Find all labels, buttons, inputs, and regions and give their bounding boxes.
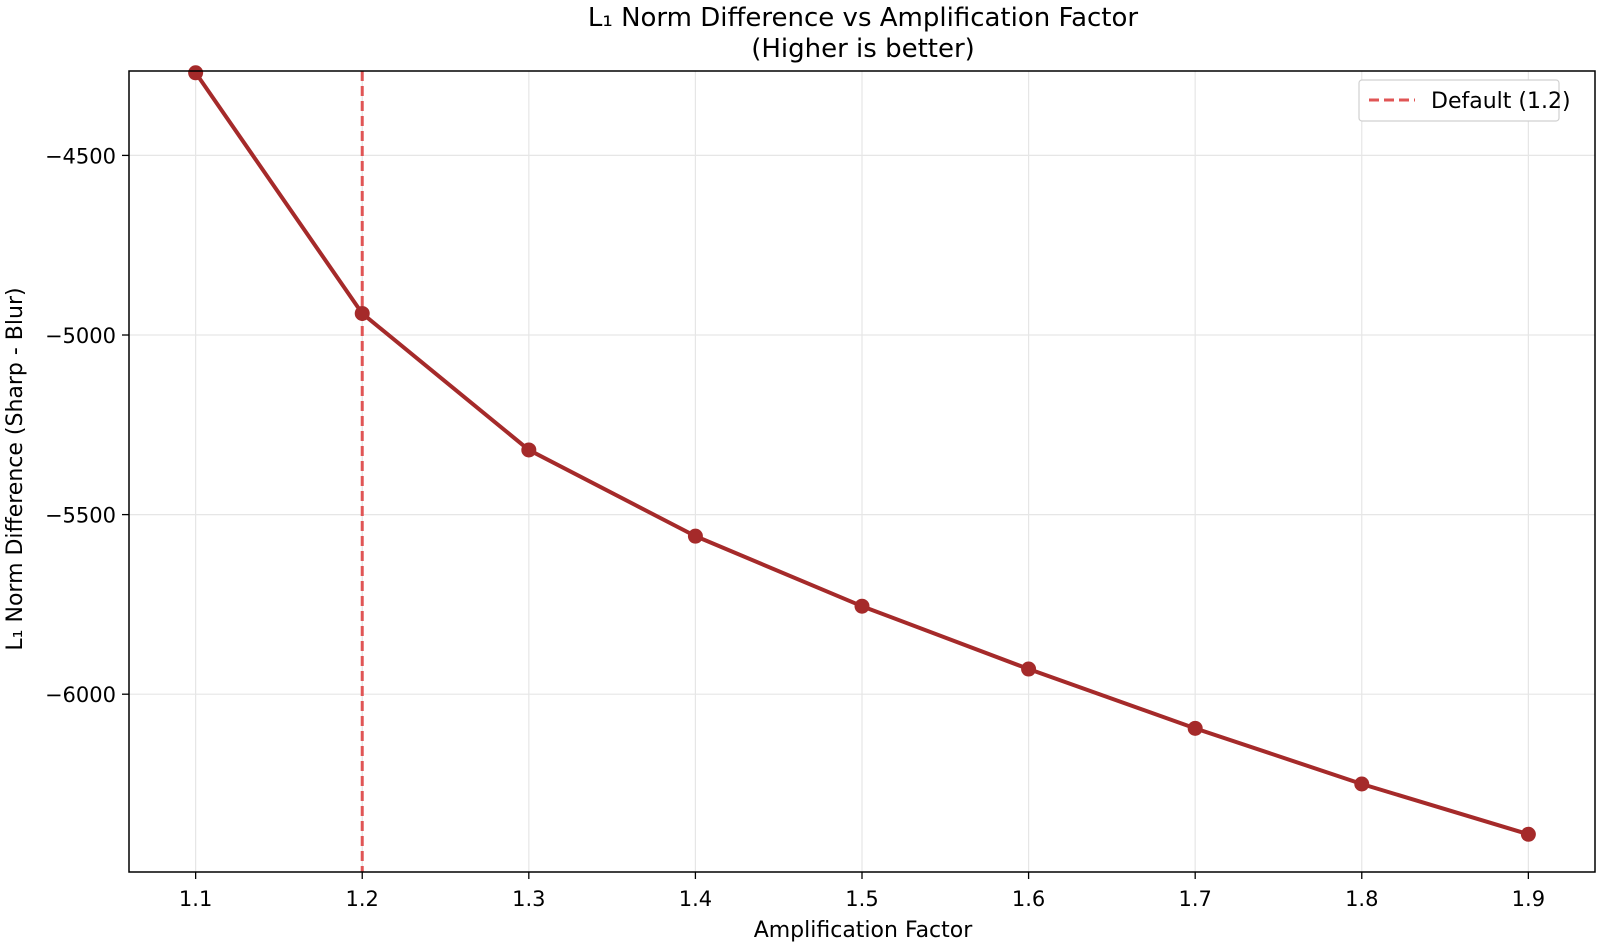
data-point	[1520, 826, 1536, 842]
x-tick-label: 1.6	[1012, 887, 1045, 911]
data-point	[687, 528, 703, 544]
legend-box	[1358, 79, 1560, 122]
data-point	[1187, 720, 1203, 736]
x-tick-label: 1.8	[1345, 887, 1378, 911]
x-tick-label: 1.3	[512, 887, 545, 911]
tick-layer: 1.1 1.2 1.3 1.4 1.5 1.6 1.7 1.8 1.9 −4500 −5000 −55…	[45, 144, 1545, 911]
data-point	[1354, 776, 1370, 792]
chart-subtitle: (Higher is better)	[751, 34, 975, 64]
legend-entry-default: Default (1.2)	[1431, 89, 1571, 114]
grid-layer	[129, 71, 1595, 872]
data-point	[521, 442, 537, 458]
y-tick-label: −5000	[45, 324, 116, 348]
data-point	[854, 598, 870, 614]
x-tick-label: 1.4	[679, 887, 712, 911]
x-tick-label: 1.9	[1512, 887, 1545, 911]
y-tick-label: −4500	[45, 144, 116, 168]
data-point	[188, 65, 204, 81]
y-tick-label: −5500	[45, 504, 116, 528]
legend: Default (1.2)	[1358, 79, 1571, 122]
chart-title: L₁ Norm Difference vs Amplification Fact…	[588, 3, 1138, 33]
x-tick-label: 1.1	[179, 887, 212, 911]
x-axis-label: Amplification Factor	[754, 918, 974, 943]
data-point	[1021, 661, 1037, 677]
y-axis-label: L₁ Norm Difference (Sharp - Blur)	[3, 287, 28, 650]
data-point	[354, 305, 370, 321]
y-tick-label: −6000	[45, 683, 116, 707]
x-tick-label: 1.5	[845, 887, 878, 911]
plot-layer	[188, 65, 1536, 872]
x-tick-label: 1.7	[1178, 887, 1211, 911]
x-tick-label: 1.2	[346, 887, 379, 911]
